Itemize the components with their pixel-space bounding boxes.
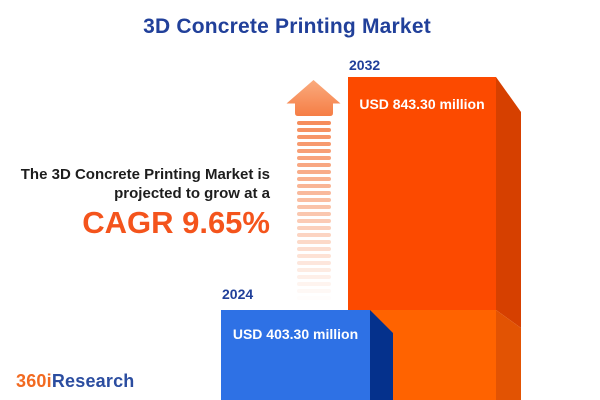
up-arrow-icon [286,80,341,116]
arrow-stripe [297,247,331,251]
arrow-stripe [297,254,331,258]
arrow-stripe [297,170,331,174]
headline-line-2: projected to grow at a [114,185,270,202]
arrow-stripe [297,233,331,237]
up-arrow-fading-stripes [297,121,331,300]
arrow-stripe [297,128,331,132]
arrow-stripe [297,156,331,160]
arrow-stripe [297,268,331,272]
arrow-stripe [297,205,331,209]
bar-2024-year-label: 2024 [222,286,254,302]
bar-2032-face-upper [348,77,496,310]
bar-2032-side-upper [496,77,521,328]
arrow-stripe [297,191,331,195]
arrow-stripe [297,296,331,300]
arrow-stripe [297,261,331,265]
arrow-stripe [297,142,331,146]
arrow-stripe [297,121,331,125]
arrow-stripe [297,275,331,279]
company-logo: 360iResearch [16,371,135,391]
arrow-stripe [297,289,331,293]
bar-2032-year-label: 2032 [349,57,381,73]
arrow-stripe [297,212,331,216]
logo-suffix: Research [51,371,135,391]
bar-2024-side [370,310,393,400]
arrow-stripe [297,163,331,167]
page-title: 3D Concrete Printing Market [143,15,431,38]
bar-2032-side-lower [496,310,521,400]
arrow-stripe [297,149,331,153]
arrow-stripe [297,282,331,286]
bar-2032-value-label: USD 843.30 million [359,96,485,112]
arrow-stripe [297,135,331,139]
arrow-stripe [297,177,331,181]
arrow-stripe [297,240,331,244]
headline-block: The 3D Concrete Printing Market is proje… [0,165,270,239]
arrow-stripe [297,198,331,202]
headline-line-1: The 3D Concrete Printing Market is [20,166,270,183]
arrow-stripe [297,219,331,223]
bar-2024-face [221,310,370,400]
bar-2024-value-label: USD 403.30 million [232,326,359,342]
logo-prefix: 360i [16,371,52,391]
arrow-stripe [297,226,331,230]
arrow-stripe [297,184,331,188]
cagr-value: CAGR 9.65% [82,205,270,240]
